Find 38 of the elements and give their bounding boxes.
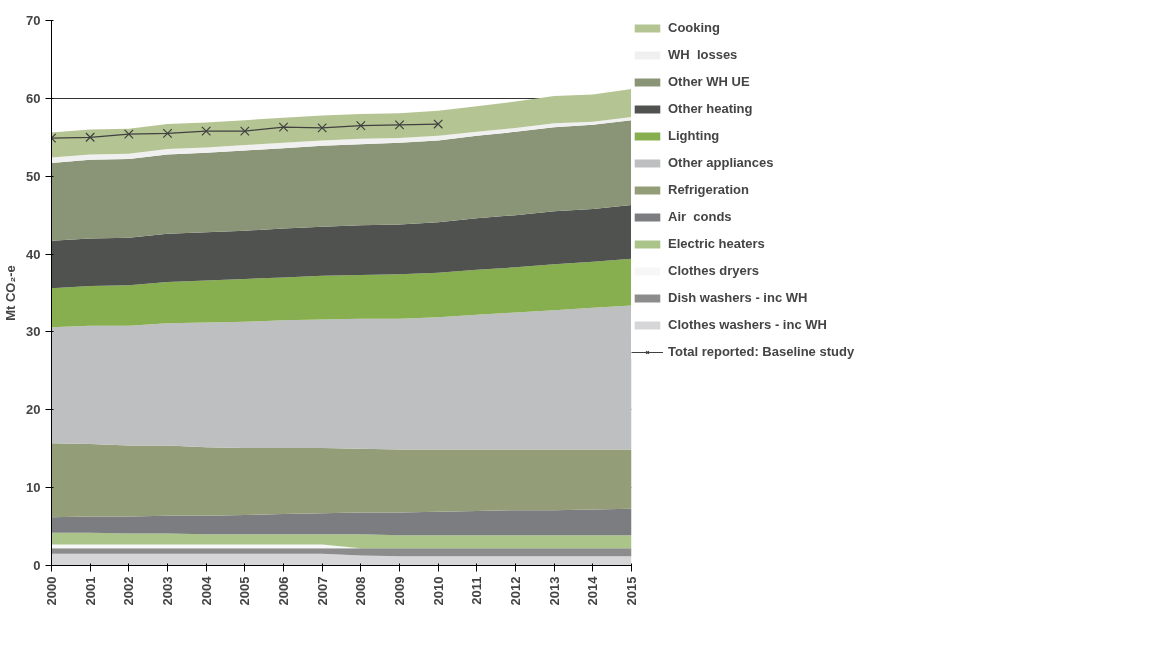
legend-label: Cooking [668,20,720,35]
y-tick-label: 60 [26,90,41,106]
legend-label: Air conds [668,209,732,224]
legend-label: Clothes washers - inc WH [668,317,827,332]
x-tick-label: 2009 [392,576,407,606]
legend-label: Refrigeration [668,182,749,197]
x-tick-label: 2008 [353,576,369,606]
y-tick-label: 50 [26,168,41,184]
y-tick-label: 40 [26,246,41,262]
x-tick-label: 2003 [160,576,175,606]
legend-label: Dish washers - inc WH [668,290,808,305]
legend-label: Total reported: Baseline study [668,344,855,359]
y-tick-label: 20 [26,402,41,418]
x-tick-label: 2000 [44,576,59,606]
legend-label: Other appliances [668,155,774,170]
y-tick-label: 0 [33,558,41,573]
legend-label: Other WH UE [668,74,750,89]
x-tick-label: 2010 [430,576,446,606]
y-axis-title: Mt CO₂-e [3,265,19,321]
legend-label: WH losses [668,47,738,62]
x-tick-label: 2011 [469,576,485,605]
x-tick-label: 2001 [82,576,98,606]
legend-label: Clothes dryers [668,263,760,278]
x-tick-label: 2005 [237,576,253,606]
x-tick-label: 2006 [276,576,291,606]
x-tick-label: 2013 [546,576,562,606]
x-tick-label: 2012 [508,576,523,606]
y-tick-label: 70 [26,13,41,28]
x-tick-label: 2002 [121,576,137,606]
legend-label: Other heating [668,101,753,116]
x-tick-label: 2014 [585,575,601,606]
x-tick-label: 2004 [198,575,214,606]
x-tick-label: 2015 [624,576,639,606]
y-tick-label: 30 [26,324,41,340]
legend-label: Electric heaters [668,236,765,251]
x-tick-label: 2007 [314,576,330,606]
legend-label: Lighting [668,128,720,143]
y-tick-label: 10 [26,480,41,496]
